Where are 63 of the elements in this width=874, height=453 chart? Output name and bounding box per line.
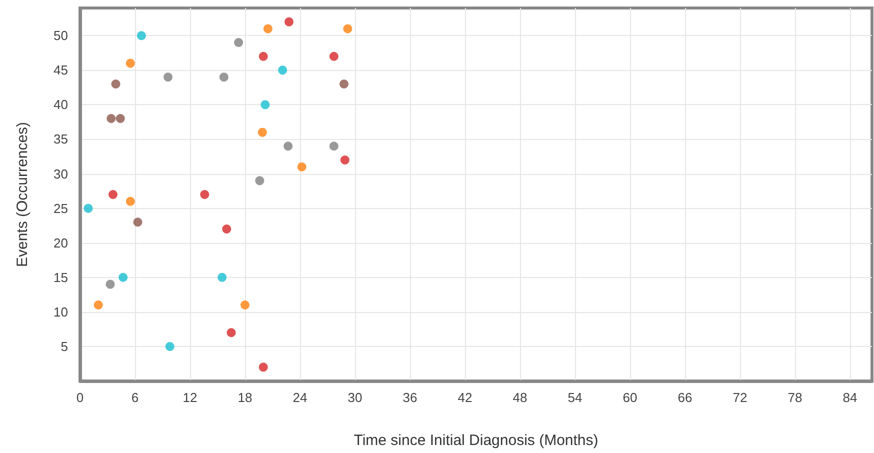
x-tick-label: 42 [458,390,472,405]
y-tick-label: 30 [54,166,68,182]
point [219,72,228,82]
point [84,204,93,213]
x-tick-label: 60 [622,390,638,405]
point [165,342,174,351]
point [234,38,244,48]
y-tick-label: 25 [54,200,68,216]
point [284,17,294,26]
point [218,272,227,282]
point [133,218,142,227]
point [226,328,236,338]
point [343,24,352,34]
point [106,114,116,124]
x-tick-label: 48 [512,390,528,405]
x-tick-label: 84 [842,390,858,405]
y-tick-label: 5 [60,338,68,354]
x-tick-label: 78 [788,390,802,405]
y-tick-label: 45 [54,62,68,78]
x-tick-label: 36 [402,390,418,405]
point [278,66,288,75]
x-axis-title: Time since Initial Diagnosis (Months) [354,432,598,449]
point [329,52,338,61]
x-tick-label: 30 [348,390,362,405]
point [260,100,270,110]
point [108,190,118,199]
point [136,31,146,40]
point [111,79,120,88]
point [340,155,350,164]
point [240,300,250,310]
point [200,190,210,199]
x-tick-label: 66 [678,390,692,405]
point [164,72,172,82]
y-tick-label: 10 [54,304,68,320]
y-tick-label: 40 [54,97,68,112]
point [94,300,103,310]
point [258,128,267,137]
y-tick-label: 15 [54,270,68,285]
point [126,196,135,206]
x-tick-label: 0 [76,390,84,405]
x-tick-label: 12 [182,390,198,405]
point [284,142,293,151]
point [329,142,338,151]
x-tick-label: 72 [732,390,748,405]
point [258,52,268,61]
y-axis-title: Events (Occurrences) [14,122,31,268]
x-tick-label: 54 [568,390,582,405]
point [118,272,128,282]
y-tick-label: 35 [54,132,68,147]
point [106,280,115,289]
y-tick-label: 20 [54,235,68,250]
point [116,114,125,124]
point [263,24,272,34]
point [222,224,232,234]
x-tick-label: 18 [238,390,252,405]
point [258,362,268,372]
point [255,176,264,186]
x-tick-label: 6 [131,390,139,405]
point [297,162,306,172]
point [126,58,135,68]
x-tick-label: 24 [292,390,308,405]
y-tick-label: 50 [54,28,68,44]
point [340,79,348,88]
